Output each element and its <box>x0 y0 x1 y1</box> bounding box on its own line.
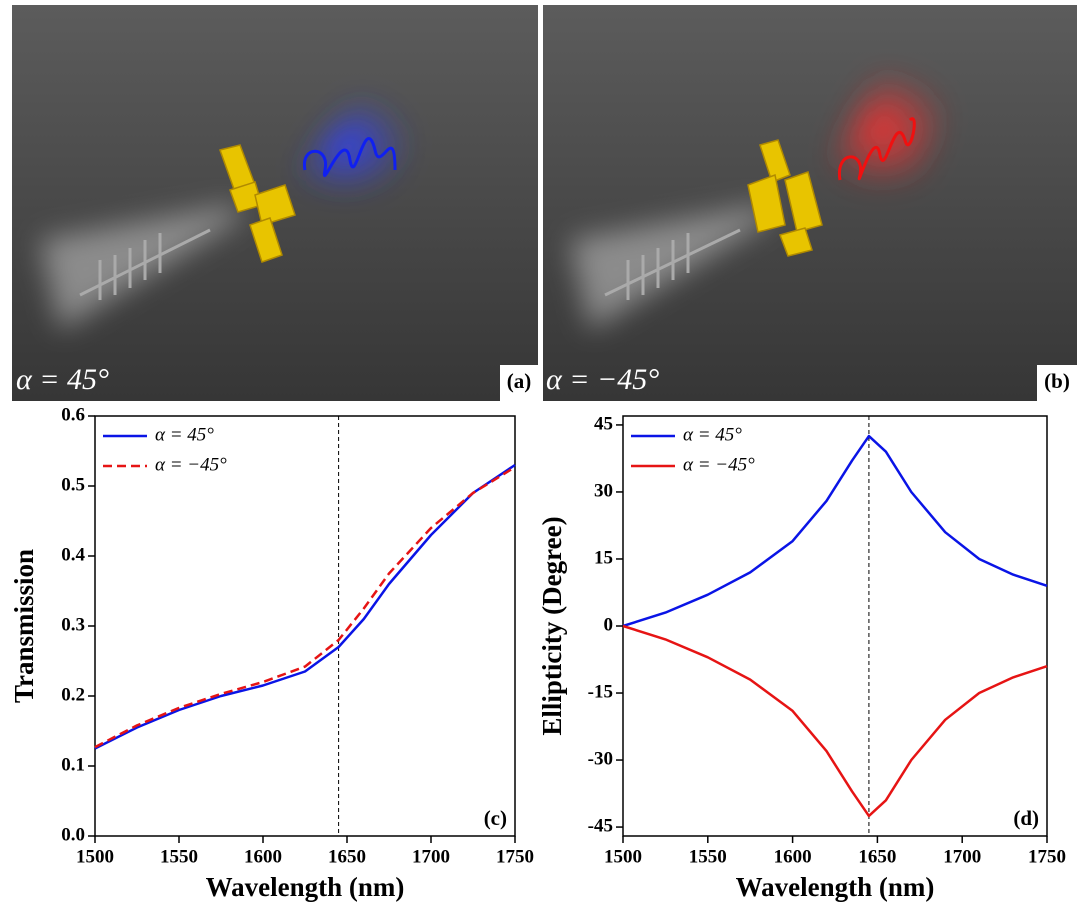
legend-label: α = −45° <box>683 454 755 475</box>
x-tick-label: 1500 <box>604 846 642 867</box>
data-line <box>622 434 1048 628</box>
x-tick-label: 1500 <box>76 846 114 867</box>
x-tick-label: 1550 <box>160 846 198 867</box>
legend-label: α = −45° <box>155 454 227 475</box>
y-tick-label: 0.1 <box>61 754 85 775</box>
image-caption: α = 45° <box>16 363 109 396</box>
x-axis-title: Wavelength (nm) <box>736 872 935 902</box>
data-line <box>622 624 1048 818</box>
x-tick-label: 1600 <box>244 846 282 867</box>
x-tick-label: 1750 <box>496 846 534 867</box>
panel-label: (d) <box>1013 806 1039 830</box>
legend-label: α = 45° <box>683 424 742 445</box>
y-tick-label: 45 <box>594 413 613 434</box>
y-tick-label: 0.6 <box>61 404 85 425</box>
x-tick-label: 1550 <box>689 846 727 867</box>
x-tick-label: 1650 <box>858 846 896 867</box>
image-panel-a: α = 45° (a) <box>12 5 538 401</box>
y-tick-label: 0.2 <box>61 684 85 705</box>
legend-label: α = 45° <box>155 424 214 445</box>
image-panel-b: α = −45° (b) <box>543 5 1077 401</box>
data-line <box>94 466 516 749</box>
y-tick-label: 0.3 <box>61 614 85 635</box>
y-tick-label: 0 <box>604 614 614 635</box>
y-tick-label: 0.4 <box>61 544 85 565</box>
y-tick-label: -45 <box>588 815 613 836</box>
x-tick-label: 1700 <box>943 846 981 867</box>
panel-label: (c) <box>484 806 507 830</box>
y-tick-label: -15 <box>588 681 613 702</box>
image-caption: α = −45° <box>546 363 659 396</box>
x-tick-label: 1650 <box>328 846 366 867</box>
y-tick-label: 15 <box>594 547 613 568</box>
plot-frame <box>622 415 1048 837</box>
panel-label: (b) <box>1044 369 1070 393</box>
x-tick-label: 1700 <box>412 846 450 867</box>
y-tick-label: -30 <box>588 748 613 769</box>
x-tick-label: 1750 <box>1028 846 1066 867</box>
x-tick-label: 1600 <box>774 846 812 867</box>
y-tick-label: 0.5 <box>61 474 85 495</box>
data-line <box>94 463 516 750</box>
y-axis-title: Ellipticity (Degree) <box>537 516 567 735</box>
panel-label: (a) <box>507 369 532 393</box>
y-tick-label: 0.0 <box>61 824 85 845</box>
y-tick-label: 30 <box>594 480 613 501</box>
plot-frame <box>94 415 516 837</box>
x-axis-title: Wavelength (nm) <box>206 872 405 902</box>
y-axis-title: Transmission <box>9 549 39 703</box>
